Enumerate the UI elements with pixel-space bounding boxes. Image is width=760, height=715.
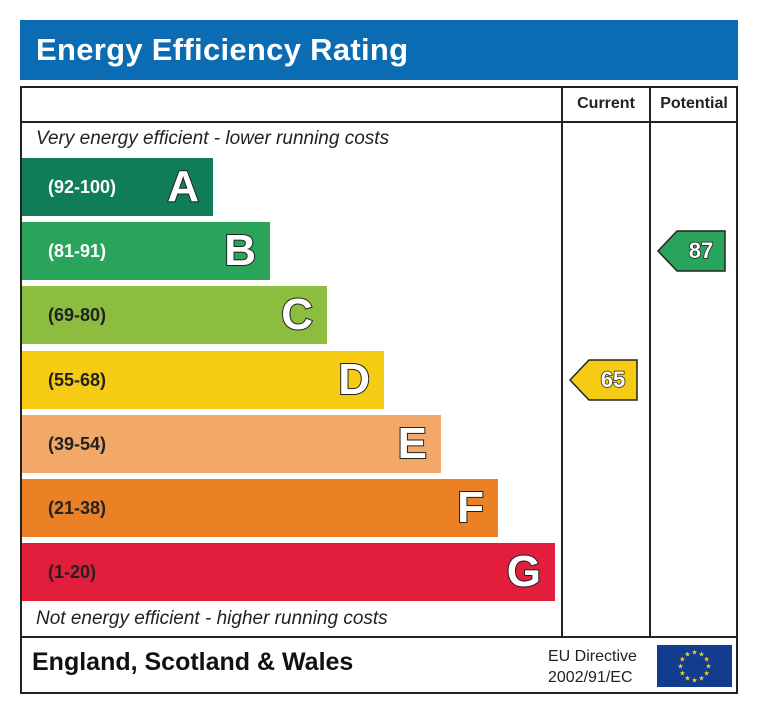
band-letter: F — [456, 482, 485, 533]
header-divider — [20, 121, 738, 123]
band-letter: C — [280, 289, 314, 340]
eu-directive: EU Directive 2002/91/EC — [548, 646, 637, 688]
band-range-label: (21-38) — [48, 498, 107, 518]
flag-star: ★ — [679, 670, 685, 678]
band-letter: G — [506, 546, 542, 597]
band-letter: D — [337, 354, 371, 405]
potential-rating-arrow-value: 87 — [688, 237, 714, 264]
band-g: (1-20) G — [22, 543, 555, 601]
footer-divider — [20, 636, 738, 638]
band-letter: B — [223, 225, 257, 276]
band-b: (81-91) B — [22, 222, 270, 280]
flag-star: ★ — [684, 650, 690, 658]
chart-title: Energy Efficiency Rating — [20, 20, 738, 80]
flag-star: ★ — [679, 656, 685, 664]
current-column-header: Current — [577, 95, 635, 112]
flag-star: ★ — [684, 675, 690, 683]
band-range-label: (39-54) — [48, 434, 107, 454]
flag-star: ★ — [698, 650, 704, 658]
current-rating-arrow: 65 — [569, 359, 639, 401]
band-a: (92-100) A — [22, 158, 213, 216]
top-caption: Very energy efficient - lower running co… — [36, 128, 390, 149]
bottom-caption: Not energy efficient - higher running co… — [36, 608, 388, 629]
band-range-label: (1-20) — [48, 562, 97, 582]
region-label: England, Scotland & Wales — [32, 648, 354, 676]
current-column-divider — [561, 86, 563, 638]
current-rating-arrow-value: 65 — [600, 366, 626, 393]
flag-star: ★ — [705, 663, 711, 671]
band-d: (55-68) D — [22, 351, 384, 409]
directive-line-2: 2002/91/EC — [548, 669, 633, 686]
band-range-label: (92-100) — [48, 177, 117, 197]
flag-star: ★ — [698, 675, 704, 683]
flag-star: ★ — [703, 670, 709, 678]
band-range-label: (55-68) — [48, 370, 107, 390]
band-letter: E — [397, 418, 428, 469]
band-range-label: (81-91) — [48, 241, 107, 261]
directive-line-1: EU Directive — [548, 648, 637, 665]
eu-flag-icon: ★ ★ ★ ★ ★ ★ ★ ★ ★ ★ ★ ★ — [657, 645, 732, 687]
band-c: (69-80) C — [22, 286, 327, 344]
band-letter: A — [166, 161, 200, 212]
potential-column-header: Potential — [660, 95, 728, 112]
band-range-label: (69-80) — [48, 305, 107, 325]
band-e: (39-54) E — [22, 415, 441, 473]
potential-column-divider — [649, 86, 651, 638]
band-f: (21-38) F — [22, 479, 498, 537]
flag-star: ★ — [703, 656, 709, 664]
rating-frame — [20, 86, 738, 694]
flag-star: ★ — [677, 663, 683, 671]
flag-star: ★ — [691, 677, 697, 685]
potential-rating-arrow: 87 — [657, 230, 727, 272]
flag-star: ★ — [691, 649, 697, 657]
